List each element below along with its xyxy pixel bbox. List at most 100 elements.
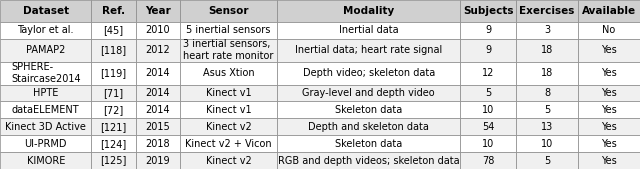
Text: 2018: 2018 (145, 139, 170, 149)
Bar (578, 39, 640, 62)
Text: Asus Xtion: Asus Xtion (203, 68, 254, 78)
Bar (136, 84, 180, 101)
Bar (277, 84, 460, 101)
Bar (578, 135, 640, 152)
Text: 2014: 2014 (145, 88, 170, 98)
Bar (92, 118, 136, 135)
Bar (516, 62, 578, 84)
Bar (460, 62, 516, 84)
Bar (0, 22, 92, 39)
Text: Skeleton data: Skeleton data (335, 139, 403, 149)
Text: Inertial data; heart rate signal: Inertial data; heart rate signal (295, 45, 442, 55)
Bar (92, 22, 136, 39)
Bar (277, 135, 460, 152)
Bar (0, 39, 92, 62)
Bar (92, 135, 136, 152)
Text: Depth and skeleton data: Depth and skeleton data (308, 122, 429, 132)
Bar (516, 84, 578, 101)
Text: PAMAP2: PAMAP2 (26, 45, 65, 55)
Text: [118]: [118] (100, 45, 127, 55)
Bar (0, 152, 92, 169)
Bar (277, 22, 460, 39)
Text: Taylor et al.: Taylor et al. (17, 25, 74, 35)
Text: Dataset: Dataset (22, 6, 68, 16)
Bar (516, 101, 578, 118)
Bar (92, 62, 136, 84)
Text: Yes: Yes (601, 88, 617, 98)
Bar (578, 152, 640, 169)
Text: 3: 3 (544, 25, 550, 35)
Text: 5: 5 (544, 155, 550, 166)
Text: 18: 18 (541, 68, 553, 78)
Bar (460, 39, 516, 62)
Text: [125]: [125] (100, 155, 127, 166)
Text: 2010: 2010 (145, 25, 170, 35)
Text: Inertial data: Inertial data (339, 25, 399, 35)
Text: 10: 10 (482, 105, 494, 115)
Bar (516, 152, 578, 169)
Text: [45]: [45] (104, 25, 124, 35)
Bar (516, 118, 578, 135)
Text: SPHERE-
Staircase2014: SPHERE- Staircase2014 (11, 62, 81, 84)
Bar (180, 135, 277, 152)
Text: 54: 54 (482, 122, 494, 132)
Bar (0, 101, 92, 118)
Bar (277, 39, 460, 62)
Text: Ref.: Ref. (102, 6, 125, 16)
Text: Subjects: Subjects (463, 6, 513, 16)
Bar (180, 0, 277, 22)
Text: Kinect 3D Active: Kinect 3D Active (5, 122, 86, 132)
Bar (92, 0, 136, 22)
Bar (92, 152, 136, 169)
Bar (578, 0, 640, 22)
Text: Sensor: Sensor (209, 6, 249, 16)
Bar (460, 84, 516, 101)
Bar (460, 152, 516, 169)
Text: No: No (602, 25, 616, 35)
Bar (516, 135, 578, 152)
Text: 2019: 2019 (145, 155, 170, 166)
Text: Yes: Yes (601, 105, 617, 115)
Bar (0, 135, 92, 152)
Bar (460, 118, 516, 135)
Text: 9: 9 (485, 25, 491, 35)
Bar (578, 101, 640, 118)
Text: 5: 5 (544, 105, 550, 115)
Text: 10: 10 (482, 139, 494, 149)
Text: 5: 5 (485, 88, 492, 98)
Text: 8: 8 (544, 88, 550, 98)
Bar (136, 0, 180, 22)
Text: Kinect v1: Kinect v1 (205, 105, 252, 115)
Text: 2014: 2014 (145, 105, 170, 115)
Text: 2012: 2012 (145, 45, 170, 55)
Bar (136, 22, 180, 39)
Bar (0, 118, 92, 135)
Bar (460, 135, 516, 152)
Bar (277, 152, 460, 169)
Text: 2015: 2015 (145, 122, 170, 132)
Text: 18: 18 (541, 45, 553, 55)
Bar (277, 101, 460, 118)
Bar (460, 101, 516, 118)
Bar (0, 62, 92, 84)
Text: 10: 10 (541, 139, 553, 149)
Text: Yes: Yes (601, 139, 617, 149)
Text: [121]: [121] (100, 122, 127, 132)
Bar (277, 0, 460, 22)
Text: 13: 13 (541, 122, 553, 132)
Bar (0, 0, 92, 22)
Text: Yes: Yes (601, 155, 617, 166)
Text: Yes: Yes (601, 45, 617, 55)
Bar (180, 84, 277, 101)
Bar (136, 39, 180, 62)
Bar (180, 39, 277, 62)
Text: 78: 78 (482, 155, 494, 166)
Text: Gray-level and depth video: Gray-level and depth video (302, 88, 435, 98)
Text: Kinect v2: Kinect v2 (205, 122, 252, 132)
Text: Kinect v1: Kinect v1 (205, 88, 252, 98)
Bar (180, 101, 277, 118)
Text: Skeleton data: Skeleton data (335, 105, 403, 115)
Bar (516, 22, 578, 39)
Text: KIMORE: KIMORE (26, 155, 65, 166)
Bar (92, 39, 136, 62)
